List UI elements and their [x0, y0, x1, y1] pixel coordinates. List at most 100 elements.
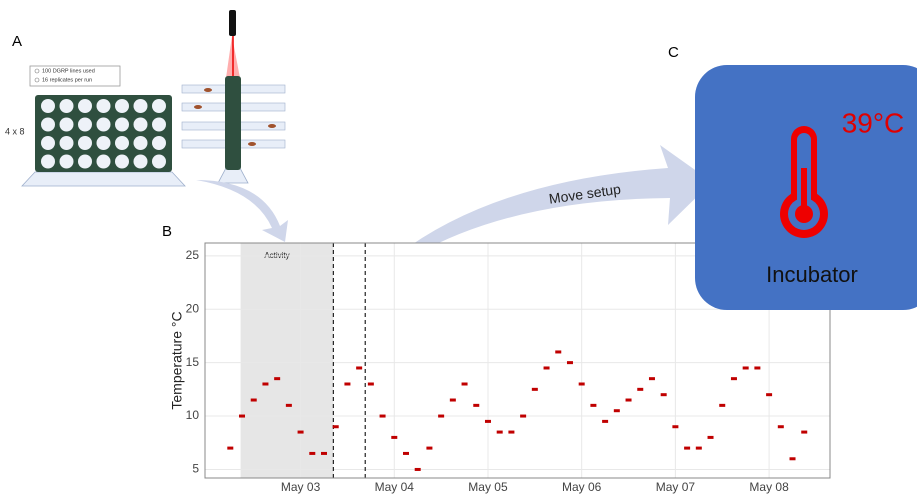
data-point: [484, 419, 491, 423]
data-point: [239, 414, 246, 418]
data-point: [672, 425, 679, 429]
well: [152, 99, 166, 113]
well: [96, 136, 111, 150]
data-point: [801, 430, 808, 434]
fly: [248, 142, 256, 146]
panel-label: B: [162, 223, 172, 240]
data-point: [789, 457, 796, 461]
y-tick-label: 15: [186, 355, 200, 369]
data-point: [531, 387, 538, 391]
data-point: [777, 425, 784, 429]
data-point: [578, 382, 585, 386]
well: [133, 154, 148, 169]
legend-text: 100 DGRP lines used: [42, 68, 95, 74]
data-point: [391, 435, 398, 439]
y-axis-label: Temperature °C: [169, 311, 185, 409]
data-point: [508, 430, 515, 434]
well: [133, 117, 148, 132]
y-tick-label: 10: [186, 408, 200, 422]
x-tick-label: May 03: [281, 480, 321, 494]
data-point: [684, 446, 691, 450]
data-point: [344, 382, 351, 386]
y-tick-label: 5: [192, 462, 199, 476]
well: [78, 117, 92, 132]
well: [41, 136, 55, 150]
legend-bullet: [34, 77, 40, 83]
x-tick-label: May 04: [375, 480, 415, 494]
data-point: [660, 393, 667, 397]
well: [115, 154, 129, 169]
well: [59, 154, 74, 169]
stand-base: [217, 167, 249, 184]
well: [78, 154, 92, 169]
data-point: [367, 382, 374, 386]
well: [133, 136, 148, 150]
well: [78, 136, 92, 150]
panel-label: A: [12, 33, 22, 50]
temperature-label: 39°C: [842, 107, 905, 138]
data-point: [438, 414, 445, 418]
wells: [41, 99, 166, 169]
well: [41, 154, 55, 169]
data-point: [695, 446, 702, 450]
x-tick-label: May 07: [656, 480, 696, 494]
data-point: [356, 366, 363, 370]
data-point: [555, 350, 562, 354]
data-point: [414, 467, 421, 471]
legend-text: 16 replicates per run: [42, 77, 92, 83]
grid-label: 4 x 8: [5, 126, 25, 136]
well: [96, 99, 111, 113]
x-tick-label: May 08: [749, 480, 789, 494]
data-point: [379, 414, 386, 418]
data-point: [707, 435, 714, 439]
x-tick-label: May 06: [562, 480, 602, 494]
mercury: [801, 168, 807, 214]
data-point: [262, 382, 269, 386]
panel-label: C: [668, 44, 679, 61]
data-point: [754, 366, 761, 370]
data-point: [250, 398, 257, 402]
y-tick-label: 20: [186, 301, 200, 315]
well: [115, 117, 129, 132]
data-point: [473, 403, 480, 407]
y-tick-label: 25: [186, 248, 200, 262]
fly: [204, 88, 212, 92]
data-point: [402, 451, 409, 455]
well: [152, 136, 166, 150]
data-point: [719, 403, 726, 407]
data-point: [613, 409, 620, 413]
data-point: [496, 430, 503, 434]
data-point: [625, 398, 632, 402]
well: [115, 136, 129, 150]
data-point: [297, 430, 304, 434]
data-point: [520, 414, 527, 418]
monitor-column: [225, 76, 241, 170]
plate: [35, 95, 172, 172]
data-point: [648, 377, 655, 381]
fly: [194, 105, 202, 109]
data-point: [461, 382, 468, 386]
data-point: [309, 451, 316, 455]
well: [115, 99, 129, 113]
mercury: [795, 205, 813, 223]
data-point: [332, 425, 339, 429]
well: [59, 117, 74, 132]
data-point: [543, 366, 550, 370]
well: [59, 136, 74, 150]
x-tick-label: May 05: [468, 480, 508, 494]
data-point: [742, 366, 749, 370]
well: [41, 99, 55, 113]
data-point: [321, 451, 328, 455]
well: [96, 154, 111, 169]
legend-box: [29, 65, 121, 87]
well: [133, 99, 148, 113]
data-point: [227, 446, 234, 450]
light-source: [229, 10, 236, 36]
data-point: [730, 377, 737, 381]
incubator-label: Incubator: [766, 262, 858, 287]
data-point: [285, 403, 292, 407]
well: [78, 99, 92, 113]
legend-bullet: [34, 68, 40, 74]
